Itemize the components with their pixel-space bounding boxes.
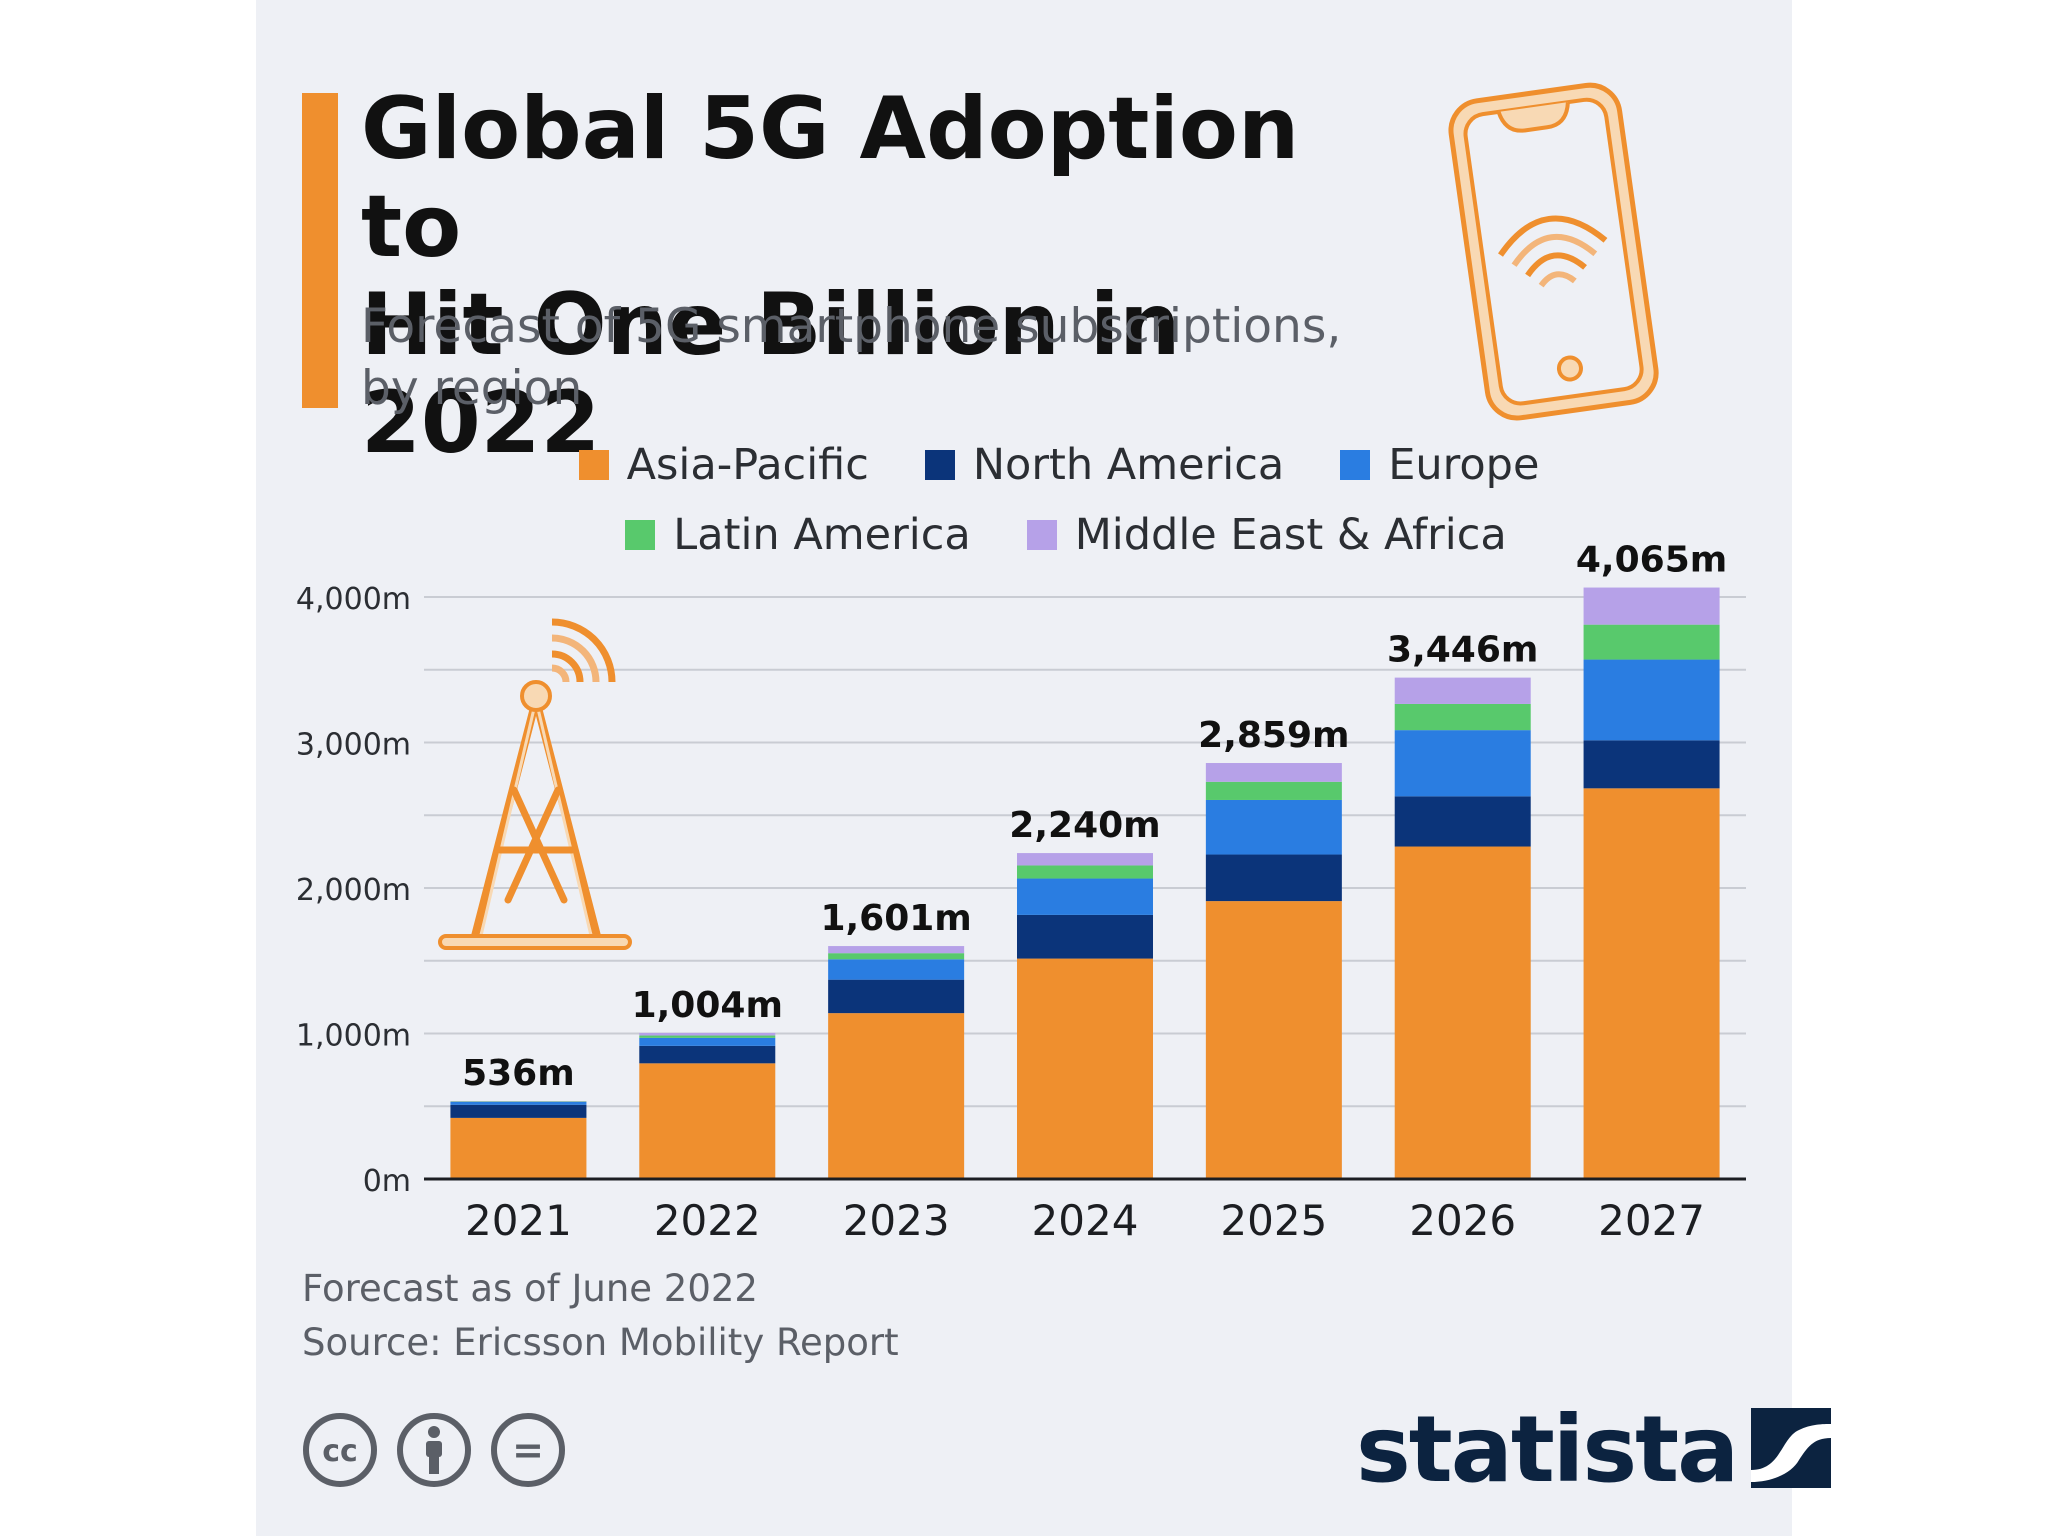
bar-segment-north-america-2021 — [450, 1104, 587, 1118]
x-tick-label: 2025 — [1220, 1196, 1327, 1245]
bar-segment-europe-2025 — [1205, 799, 1342, 855]
bar-segment-middle-east-africa-2025 — [1205, 763, 1342, 782]
bar-segment-latin-america-2027 — [1583, 624, 1720, 660]
chart-title: Global 5G Adoption to Hit One Billion in… — [361, 80, 1361, 472]
bar-segment-asia-pacific-2024 — [1017, 958, 1153, 1179]
bar-segment-latin-america-2026 — [1394, 703, 1531, 731]
chart-footer: Forecast as of June 2022 Source: Ericsso… — [302, 1262, 899, 1370]
bars-layer — [450, 587, 1720, 1179]
y-tick-label: 4,000m — [296, 582, 411, 617]
y-tick-label: 3,000m — [296, 728, 411, 763]
legend-item-middle-east-africa: Middle East & Africa — [1026, 510, 1507, 560]
legend-item-north-america: North America — [924, 440, 1285, 490]
bar-segment-middle-east-africa-2023 — [828, 946, 965, 954]
stacked-bar-chart: 0m 1,000m 2,000m 3,000m 4,000m 536m 2021 1,004m… — [296, 540, 1746, 1245]
legend-label-europe: Europe — [1388, 440, 1540, 490]
x-tick-label: 2021 — [465, 1196, 572, 1245]
legend-swatch-middle-east-africa — [1026, 520, 1057, 550]
legend-label-asia-pacific: Asia-Pacific — [626, 440, 869, 490]
title-line-2: Hit One Billion in 2022 — [361, 275, 1181, 473]
legend-swatch-latin-america — [625, 520, 656, 550]
title-accent-bar — [302, 93, 338, 408]
legend-item-europe: Europe — [1340, 440, 1539, 490]
bar-segment-middle-east-africa-2026 — [1394, 677, 1531, 704]
bar-segment-asia-pacific-2025 — [1205, 901, 1342, 1179]
bar-segment-middle-east-africa-2027 — [1583, 587, 1720, 625]
legend-item-asia-pacific: Asia-Pacific — [578, 440, 869, 490]
bar-segment-asia-pacific-2021 — [450, 1117, 587, 1179]
subtitle-line-2: by region — [361, 361, 583, 416]
chart-subtitle: Forecast of 5G smartphone subscriptions,… — [361, 296, 1411, 420]
x-tick-label: 2024 — [1032, 1196, 1139, 1245]
y-tick-label: 0m — [363, 1164, 411, 1199]
bar-segment-north-america-2026 — [1394, 796, 1531, 847]
legend-item-latin-america: Latin America — [625, 510, 971, 560]
x-tick-label: 2027 — [1598, 1196, 1705, 1245]
bar-total-label: 1,004m — [632, 985, 783, 1026]
bar-segment-asia-pacific-2023 — [828, 1013, 965, 1179]
legend-swatch-north-america — [924, 450, 955, 480]
legend-row-2: Latin America Middle East & Africa — [256, 510, 1792, 560]
nd-label: = — [512, 1428, 544, 1472]
bar-total-label: 536m — [462, 1053, 575, 1094]
bar-segment-middle-east-africa-2024 — [1017, 853, 1153, 866]
legend-label-latin-america: Latin America — [673, 510, 971, 560]
bar-segment-latin-america-2023 — [828, 953, 965, 960]
legend-label-middle-east-africa: Middle East & Africa — [1074, 510, 1507, 560]
legend-swatch-asia-pacific — [578, 450, 609, 480]
bar-segment-north-america-2022 — [639, 1045, 776, 1064]
legend-swatch-europe — [1340, 450, 1371, 480]
bar-segment-north-america-2027 — [1583, 740, 1720, 789]
bar-total-label: 1,601m — [820, 898, 971, 939]
radio-tower-icon — [436, 600, 636, 965]
x-tick-label: 2022 — [654, 1196, 761, 1245]
x-tick-label: 2023 — [843, 1196, 950, 1245]
brand-name: statista — [1356, 1396, 1739, 1503]
license-icons: cc = — [302, 1412, 566, 1488]
cc-label: cc — [322, 1434, 358, 1469]
bar-segment-asia-pacific-2026 — [1394, 846, 1531, 1179]
bar-segment-europe-2021 — [450, 1101, 587, 1105]
bar-total-label: 2,859m — [1198, 715, 1349, 756]
legend-label-north-america: North America — [972, 440, 1285, 490]
bar-segment-north-america-2025 — [1205, 854, 1342, 902]
subtitle-line-1: Forecast of 5G smartphone subscriptions, — [361, 299, 1342, 354]
bar-segment-europe-2026 — [1394, 730, 1531, 797]
source-note: Source: Ericsson Mobility Report — [302, 1321, 899, 1364]
labels-layer: 0m 1,000m 2,000m 3,000m 4,000m 536m 2021 1,004m… — [296, 540, 1746, 1245]
forecast-note: Forecast as of June 2022 — [302, 1267, 758, 1310]
y-tick-label: 1,000m — [296, 1019, 411, 1054]
bar-segment-europe-2022 — [639, 1037, 776, 1046]
bar-segment-europe-2023 — [828, 959, 965, 980]
bar-segment-latin-america-2025 — [1205, 781, 1342, 800]
bar-total-label: 4,065m — [1576, 540, 1727, 581]
legend-row-1: Asia-Pacific North America Europe — [256, 440, 1792, 490]
bar-segment-latin-america-2024 — [1017, 865, 1153, 879]
smartphone-wifi-icon — [1431, 70, 1671, 445]
x-tick-label: 2026 — [1409, 1196, 1516, 1245]
bar-total-label: 2,240m — [1009, 805, 1160, 846]
creative-commons-icon[interactable]: cc — [302, 1412, 378, 1488]
infographic-card: Global 5G Adoption to Hit One Billion in… — [256, 0, 1832, 1536]
title-line-1: Global 5G Adoption to — [361, 79, 1300, 277]
bar-segment-middle-east-africa-2022 — [639, 1032, 776, 1036]
attribution-icon[interactable] — [396, 1412, 472, 1488]
bar-segment-latin-america-2022 — [639, 1035, 776, 1038]
bar-segment-asia-pacific-2027 — [1583, 788, 1720, 1179]
bar-segment-europe-2027 — [1583, 659, 1720, 741]
statista-brand[interactable]: statista — [1356, 1396, 1832, 1503]
bar-total-label: 3,446m — [1387, 630, 1538, 671]
no-derivatives-icon[interactable]: = — [490, 1412, 566, 1488]
y-tick-label: 2,000m — [296, 873, 411, 908]
bar-segment-europe-2024 — [1017, 878, 1153, 915]
statista-logo-icon — [1751, 1407, 1832, 1493]
bar-segment-north-america-2024 — [1017, 914, 1153, 959]
bar-segment-asia-pacific-2022 — [639, 1063, 776, 1179]
bar-segment-north-america-2023 — [828, 979, 965, 1014]
